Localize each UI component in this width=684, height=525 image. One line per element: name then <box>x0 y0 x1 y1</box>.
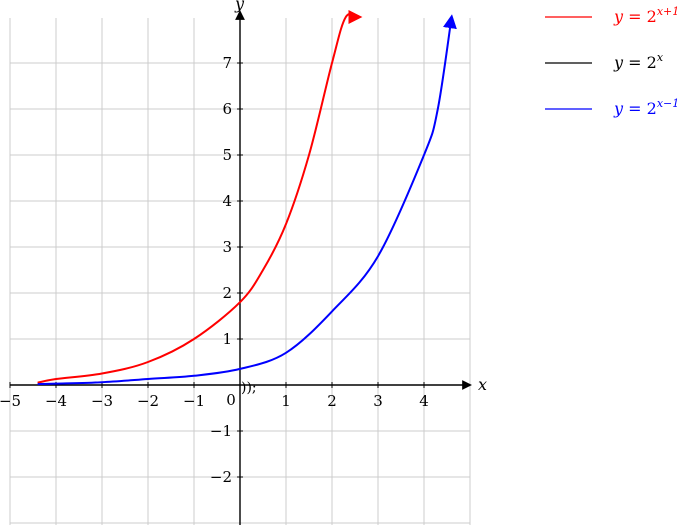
x-tick-label: −5 <box>0 392 21 410</box>
y-tick-label: 1 <box>222 330 232 348</box>
y-tick-label: 2 <box>222 284 232 302</box>
axes: xy <box>10 0 487 525</box>
y-tick-label: −2 <box>210 468 232 486</box>
y-axis-label: y <box>234 0 245 13</box>
x-tick-label: 4 <box>419 392 429 410</box>
x-tick-label: −3 <box>91 392 113 410</box>
y-tick-label: −1 <box>210 422 232 440</box>
series-line-0 <box>37 9 363 384</box>
stray-text: )); <box>241 380 257 396</box>
y-tick-label: 7 <box>222 54 232 72</box>
y-tick-label: 6 <box>222 100 232 118</box>
x-tick-label: 3 <box>373 392 383 410</box>
y-tick-label: 5 <box>222 146 232 164</box>
origin-label: 0 <box>226 391 236 409</box>
x-axis-label: x <box>478 375 487 394</box>
legend-entry-1: y = 2x <box>613 51 664 72</box>
series-line-2 <box>37 14 457 386</box>
x-tick-label: 1 <box>281 392 291 410</box>
y-tick-label: 4 <box>222 192 232 210</box>
curves <box>37 9 457 386</box>
x-tick-label: −4 <box>45 392 67 410</box>
ticks: −5 −4 −3 −2 −1 1 2 3 4 −2 −1 1 2 3 4 5 6 7 0)); <box>0 54 429 486</box>
legend: y = 2x+1 y = 2x y = 2x−1 <box>545 5 679 118</box>
x-tick-label: −2 <box>137 392 159 410</box>
y-tick-label: 3 <box>222 238 232 256</box>
legend-entry-0: y = 2x+1 <box>613 5 679 26</box>
x-tick-label: −1 <box>183 392 205 410</box>
x-tick-label: 2 <box>327 392 337 410</box>
legend-entry-2: y = 2x−1 <box>613 97 679 118</box>
